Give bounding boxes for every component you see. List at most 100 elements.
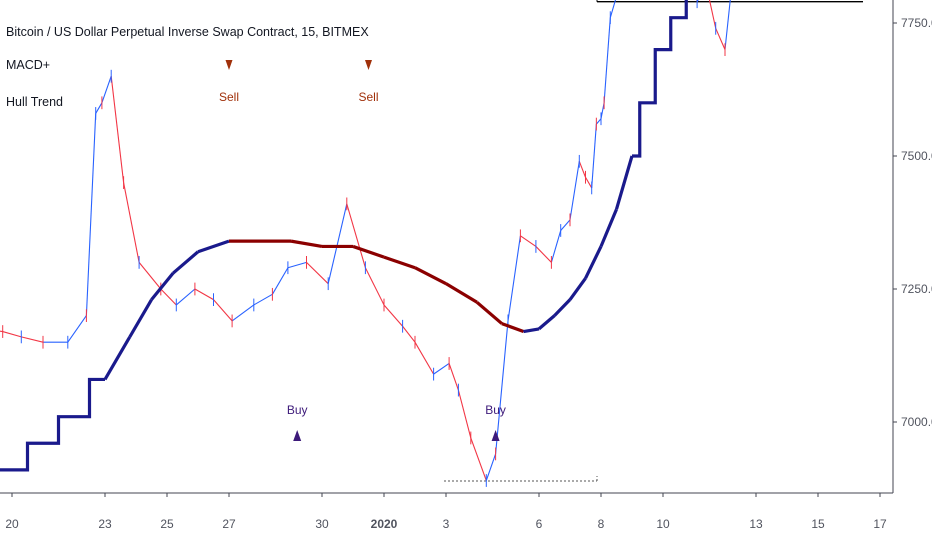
price-segment	[123, 182, 140, 263]
price-segment	[609, 0, 617, 18]
price-segment	[457, 389, 472, 439]
y-tick-label: 6750.0	[901, 548, 932, 550]
price-segment	[95, 102, 103, 114]
hull-trend-segment	[537, 314, 556, 331]
price-segment	[85, 113, 97, 316]
price-segment	[327, 203, 348, 284]
price-segment	[213, 299, 233, 322]
signal-markers-layer: Sell Sell Buy Buy	[219, 60, 506, 441]
hull-trend-segment	[0, 468, 12, 472]
price-segment	[175, 288, 196, 306]
hull-trend-segment	[632, 101, 648, 158]
hull-trend-segment	[568, 277, 587, 301]
hull-trend-segment	[150, 272, 175, 301]
price-segment	[708, 0, 717, 29]
price-segment	[585, 177, 593, 189]
price-segment	[715, 28, 726, 50]
x-tick-label: 8	[598, 517, 605, 531]
sell-label: Sell	[358, 90, 378, 104]
symbol-title: Bitcoin / US Dollar Perpetual Inverse Sw…	[6, 25, 369, 39]
price-segment	[271, 267, 289, 295]
price-segment	[110, 76, 125, 183]
price-segment	[595, 118, 602, 125]
indicator-label-macd[interactable]: MACD+	[6, 58, 51, 72]
price-segment	[495, 320, 509, 454]
price-segment	[2, 331, 22, 338]
hull-trend-segment	[647, 48, 663, 105]
price-segment	[550, 230, 562, 263]
sell-label: Sell	[219, 90, 239, 104]
x-tick-label: 2020	[371, 517, 398, 531]
horizontal-levels-layer	[444, 0, 863, 482]
price-segment	[560, 219, 571, 231]
hull-trend-segment	[383, 255, 416, 270]
x-tick-label: 25	[160, 517, 174, 531]
sell-arrow-icon	[225, 60, 233, 70]
price-segment	[433, 363, 450, 375]
price-segment	[569, 161, 580, 220]
price-segment	[67, 315, 87, 343]
x-tick-label: 6	[536, 517, 543, 531]
hull-trend-segment	[523, 327, 540, 334]
price-segment	[160, 288, 177, 306]
hull-trend-segment	[74, 377, 105, 419]
price-segment	[578, 161, 587, 178]
x-tick-label: 10	[656, 517, 670, 531]
price-segment	[138, 262, 162, 290]
price-segment	[194, 288, 214, 301]
price-segment	[287, 261, 307, 269]
price-segment	[600, 102, 605, 119]
price-segment	[485, 453, 497, 481]
price-segment	[231, 304, 255, 322]
y-tick-label: 7000.0	[901, 415, 932, 429]
hull-trend-segment	[445, 282, 478, 304]
hull-trend-segment	[290, 239, 323, 249]
y-tick-label: 7500.0	[901, 149, 932, 163]
price-segment	[402, 325, 416, 343]
sell-arrow-icon	[365, 60, 372, 70]
price-segment	[448, 363, 459, 391]
price-segment	[364, 267, 385, 306]
x-tick-label: 13	[749, 517, 763, 531]
price-segment	[253, 293, 273, 306]
buy-label: Buy	[485, 403, 506, 417]
hull-trend-segment	[678, 0, 688, 20]
y-tick-label: 7250.0	[901, 282, 932, 296]
price-segment	[414, 341, 435, 375]
x-tick-label: 15	[811, 517, 825, 531]
hull-trend-segment	[584, 245, 603, 280]
x-tick-label: 17	[873, 517, 887, 531]
x-tick-label: 30	[315, 517, 329, 531]
price-segment	[507, 235, 521, 321]
y-tick-label: 7750.0	[901, 16, 932, 30]
price-segment	[306, 262, 329, 285]
price-segment	[603, 17, 611, 103]
price-segment	[21, 336, 44, 343]
price-segment	[520, 235, 537, 247]
hull-trend-segment	[352, 244, 385, 259]
hull-trend-segment	[12, 441, 43, 472]
hull-trend-layer	[0, 0, 688, 472]
hull-trend-segment	[553, 298, 572, 317]
price-series-layer	[0, 0, 731, 487]
hull-trend-segment	[197, 239, 230, 254]
hull-trend-segment	[475, 301, 503, 325]
price-segment	[470, 437, 487, 481]
buy-arrow-icon	[293, 430, 302, 441]
hull-trend-segment	[663, 16, 679, 52]
buy-arrow-icon	[491, 430, 500, 441]
x-tick-label: 27	[222, 517, 236, 531]
indicator-label-hull-trend[interactable]: Hull Trend	[6, 95, 63, 109]
hull-trend-segment	[501, 322, 525, 334]
price-segment	[383, 304, 404, 327]
price-segment	[535, 246, 552, 263]
price-segment	[724, 0, 731, 50]
hull-trend-segment	[614, 155, 634, 210]
x-tick-label: 20	[5, 517, 19, 531]
hull-trend-segment	[43, 415, 74, 445]
hull-trend-segment	[103, 336, 132, 381]
hull-trend-segment	[599, 208, 618, 248]
buy-label: Buy	[287, 403, 308, 417]
